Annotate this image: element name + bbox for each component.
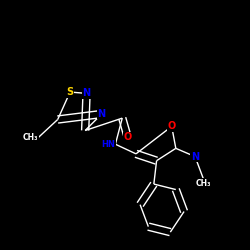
Text: CH₃: CH₃ [196,178,211,188]
Text: N: N [82,88,90,99]
Text: O: O [168,121,176,131]
Text: O: O [124,132,132,142]
Text: CH₃: CH₃ [23,133,38,142]
Text: N: N [98,109,106,119]
Text: HN: HN [102,140,116,149]
Text: S: S [66,87,73,97]
Text: N: N [191,152,199,162]
